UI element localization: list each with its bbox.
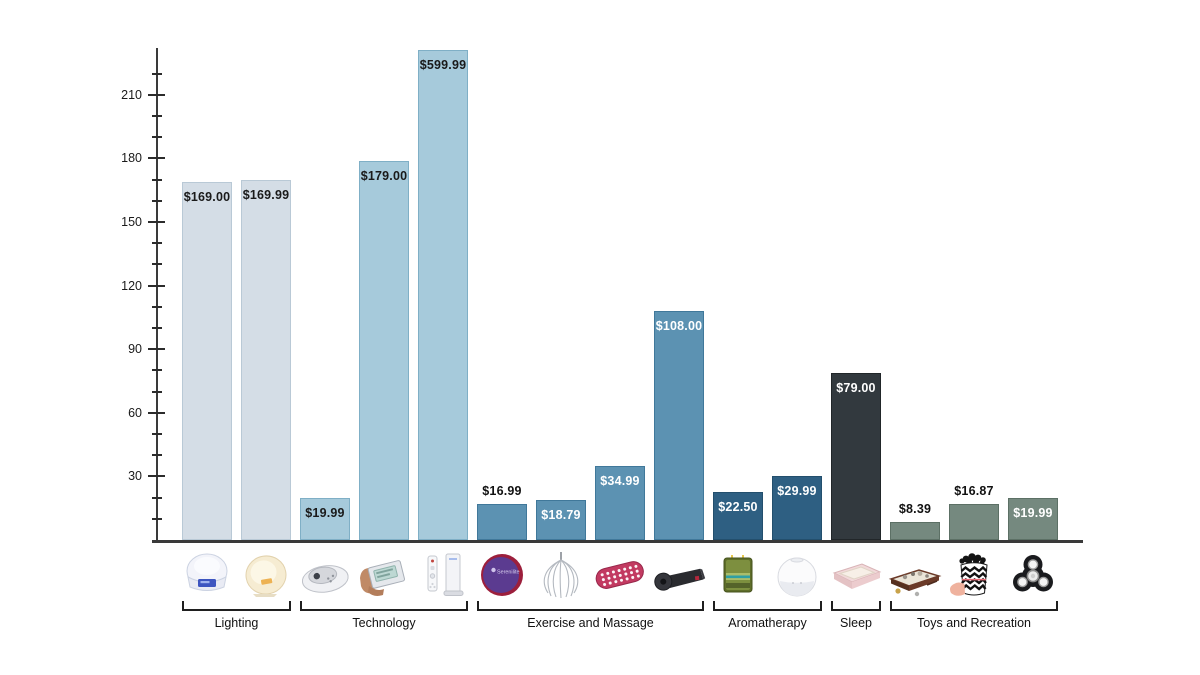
y-axis-major-tick — [148, 411, 165, 414]
y-axis-major-tick — [148, 93, 165, 96]
product-image-fidget-spinner — [1005, 551, 1061, 599]
product-image-yoga-mat — [651, 551, 707, 599]
bar-value-label: $179.00 — [360, 168, 408, 183]
y-axis-tick-label: 210 — [121, 87, 142, 102]
y-axis-tick-label: 180 — [121, 151, 142, 166]
product-image-light-therapy-device — [356, 551, 412, 599]
bar-toys-and-recreation-19-99 — [1008, 497, 1058, 540]
y-axis-tick-label: 30 — [128, 469, 142, 484]
bar-aromatherapy-22-50 — [713, 492, 763, 540]
y-axis-minor-tick — [152, 199, 162, 202]
y-axis-minor-tick — [152, 136, 162, 139]
category-label-aromatherapy: Aromatherapy — [728, 616, 807, 630]
product-image-chevron-basket — [946, 551, 1002, 599]
product-image-stress-relief-candle — [710, 551, 766, 599]
y-axis-minor-tick — [152, 263, 162, 266]
y-axis-tick-label: 60 — [128, 405, 142, 420]
bar-technology-599-99 — [418, 50, 468, 540]
bar-value-label: $79.00 — [836, 380, 876, 395]
bar-value-label: $16.87 — [954, 484, 994, 499]
product-image-zen-garden-kit — [887, 551, 943, 599]
y-axis-spine — [156, 48, 158, 543]
y-axis-major-tick — [148, 475, 165, 478]
y-axis-minor-tick — [152, 305, 162, 308]
bar-exercise-and-massage-16-99 — [477, 503, 527, 540]
bar-value-label: $18.79 — [541, 508, 581, 523]
y-axis-minor-tick — [152, 327, 162, 329]
category-bracket-technology — [300, 601, 468, 611]
product-image-wake-up-light — [179, 551, 235, 599]
y-axis-minor-tick — [152, 390, 162, 393]
product-image-aroma-diffuser — [769, 551, 825, 599]
bar-toys-and-recreation-8-39 — [890, 522, 940, 540]
product-image-head-massager — [533, 551, 589, 599]
bar-sleep-79-00 — [831, 372, 881, 540]
y-axis-minor-tick — [152, 369, 162, 372]
category-label-sleep: Sleep — [840, 616, 872, 630]
bar-value-label: $19.99 — [305, 505, 345, 520]
y-axis-tick-label: 90 — [128, 342, 142, 357]
x-axis-baseline — [152, 540, 1083, 543]
y-axis-minor-tick — [152, 115, 162, 117]
y-axis-major-tick — [148, 348, 165, 351]
bar-exercise-and-massage-34-99 — [595, 465, 645, 540]
y-axis-minor-tick — [152, 496, 162, 499]
category-bracket-toys-and-recreation — [890, 601, 1058, 611]
y-axis-minor-tick — [152, 72, 162, 75]
bar-value-label: $108.00 — [655, 319, 703, 334]
bar-value-label: $19.99 — [1013, 505, 1053, 520]
bar-value-label: $16.99 — [482, 483, 522, 498]
y-axis-major-tick — [148, 157, 165, 160]
bar-exercise-and-massage-108-00 — [654, 311, 704, 540]
y-axis-minor-tick — [152, 517, 162, 520]
bar-exercise-and-massage-18-79 — [536, 500, 586, 540]
svg-text:Serenilite: Serenilite — [497, 570, 519, 576]
y-axis-minor-tick — [152, 242, 162, 245]
bar-lighting-169-00 — [182, 181, 232, 540]
bar-toys-and-recreation-16-87 — [949, 504, 999, 540]
bar-technology-179-00 — [359, 160, 409, 540]
y-axis-major-tick — [148, 284, 165, 287]
bar-value-label: $169.99 — [242, 187, 290, 202]
product-image-stress-ball: Serenilite — [474, 551, 530, 599]
category-label-exercise-and-massage: Exercise and Massage — [527, 616, 654, 630]
category-bracket-lighting — [182, 601, 291, 611]
bar-value-label: $8.39 — [898, 502, 932, 517]
category-bracket-sleep — [831, 601, 881, 611]
bar-value-label: $34.99 — [600, 473, 640, 488]
category-label-technology: Technology — [352, 616, 416, 630]
category-bracket-aromatherapy — [713, 601, 822, 611]
y-axis-major-tick — [148, 221, 165, 223]
bar-aromatherapy-29-99 — [772, 476, 822, 540]
y-axis-tick-label: 150 — [121, 215, 142, 229]
y-axis-minor-tick — [152, 178, 162, 181]
bar-value-label: $22.50 — [718, 500, 758, 515]
product-image-sunrise-lamp — [238, 551, 294, 599]
product-image-game-console — [415, 551, 471, 599]
bar-technology-19-99 — [300, 497, 350, 540]
product-image-sound-machine — [297, 551, 353, 599]
category-label-lighting: Lighting — [214, 616, 259, 630]
bar-value-label: $29.99 — [777, 484, 817, 499]
product-image-acupressure-roller — [592, 551, 648, 599]
bar-lighting-169-99 — [241, 179, 291, 540]
product-image-sleep-journal — [828, 551, 884, 599]
category-label-toys-and-recreation: Toys and Recreation — [917, 616, 1031, 630]
y-axis-minor-tick — [152, 454, 162, 457]
bar-value-label: $599.99 — [419, 58, 467, 72]
y-axis-minor-tick — [152, 433, 162, 435]
category-bracket-exercise-and-massage — [477, 601, 704, 611]
y-axis-tick-label: 120 — [121, 278, 142, 293]
bar-value-label: $169.00 — [183, 189, 231, 204]
